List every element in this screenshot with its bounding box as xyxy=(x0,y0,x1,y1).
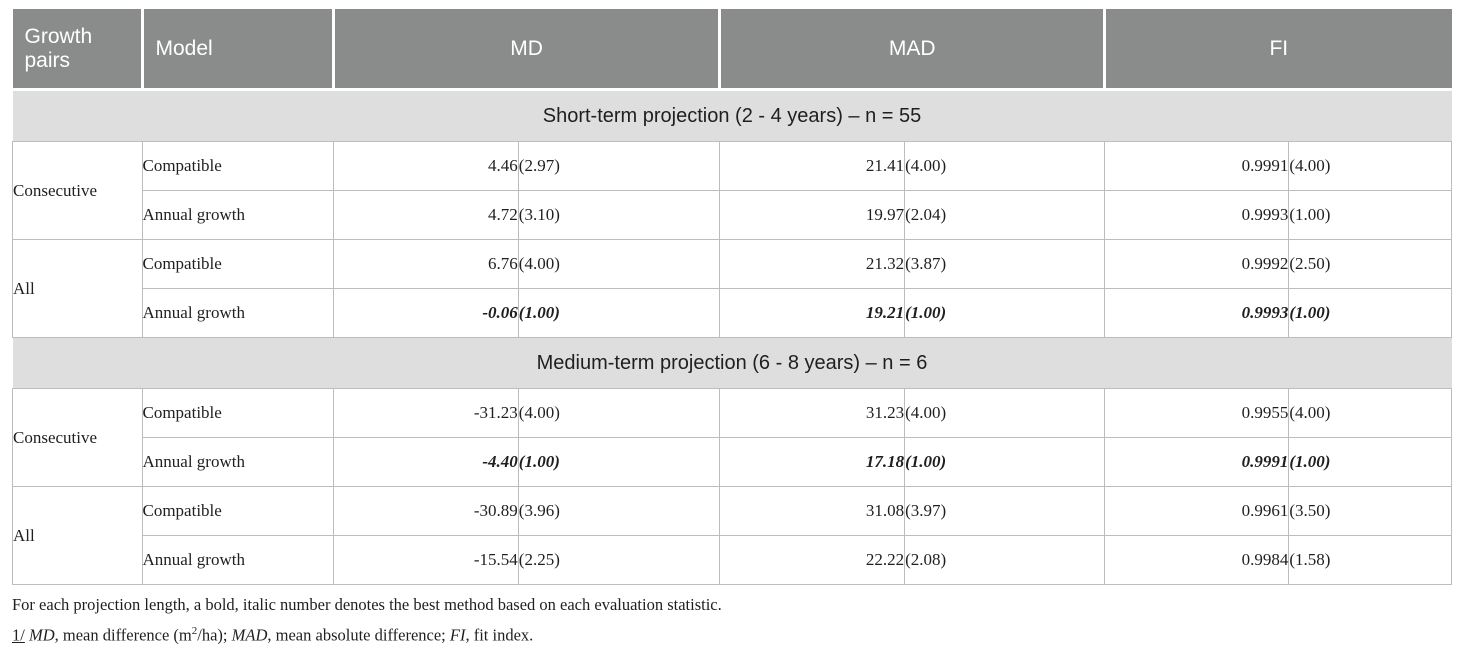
fi-rank: (2.50) xyxy=(1288,239,1452,289)
fi-value: 0.9991 xyxy=(1104,141,1290,191)
table-row: Consecutive Compatible -31.23 (4.00) 31.… xyxy=(12,388,1452,487)
md-rank-best: (1.00) xyxy=(517,288,721,338)
footnote-text: /ha); xyxy=(197,625,232,645)
md-value: 4.72 xyxy=(332,190,519,240)
model-cell: Annual growth xyxy=(141,288,334,338)
table-row: All Compatible 6.76 (4.00) 21.32 (3.87) … xyxy=(12,239,1452,338)
footnote-text: , mean difference (m xyxy=(54,625,192,645)
table-row: Annual growth -15.54 (2.25) 22.22 (2.08)… xyxy=(13,535,1452,585)
growth-pair-cell: Consecutive xyxy=(12,141,143,240)
fi-abbr: FI xyxy=(449,625,466,645)
footnote-2: 1/ MD, mean difference (m2/ha); MAD, mea… xyxy=(12,618,1452,649)
model-cell: Annual growth xyxy=(141,535,334,585)
fi-value: 0.9984 xyxy=(1104,535,1290,585)
mad-value: 31.23 xyxy=(719,388,906,438)
column-header-mad: MAD xyxy=(719,9,1107,91)
mad-abbr: MAD xyxy=(231,625,268,645)
footnote-text: , mean absolute difference; xyxy=(267,625,450,645)
md-rank: (4.00) xyxy=(517,388,721,438)
section-header-short-term: Short-term projection (2 - 4 years) – n … xyxy=(12,89,1452,142)
md-rank: (3.96) xyxy=(517,486,721,536)
mad-value: 21.32 xyxy=(719,239,906,289)
model-cell: Annual growth xyxy=(141,437,334,487)
column-header-growth-pairs: Growth pairs xyxy=(12,9,144,91)
model-cell: Compatible xyxy=(141,388,334,438)
md-value: -31.23 xyxy=(332,388,519,438)
section-header-medium-term: Medium-term projection (6 - 8 years) – n… xyxy=(12,337,1452,389)
md-abbr: MD xyxy=(28,625,55,645)
table-row: Consecutive Compatible 4.46 (2.97) 21.41… xyxy=(12,141,1452,240)
model-cell: Compatible xyxy=(141,141,334,191)
table-row-best: Annual growth -4.40 (1.00) 17.18 (1.00) … xyxy=(13,437,1452,487)
fi-value-best: 0.9993 xyxy=(1104,288,1290,338)
md-rank: (3.10) xyxy=(517,190,721,240)
footnote-text: , fit index. xyxy=(465,625,534,645)
mad-rank: (3.97) xyxy=(904,486,1106,536)
md-value: 4.46 xyxy=(332,141,519,191)
column-header-fi: FI xyxy=(1104,9,1452,91)
footnote-marker: 1/ xyxy=(12,625,25,645)
table-row: All Compatible -30.89 (3.96) 31.08 (3.97… xyxy=(12,486,1452,585)
growth-pair-cell: All xyxy=(12,239,143,338)
mad-rank-best: (1.00) xyxy=(904,437,1106,487)
section-title: Medium-term projection (6 - 8 years) – n… xyxy=(12,337,1452,389)
growth-pair-cell: Consecutive xyxy=(12,388,143,487)
mad-rank: (3.87) xyxy=(904,239,1106,289)
table-row-best: Annual growth -0.06 (1.00) 19.21 (1.00) … xyxy=(13,288,1452,338)
table-footnotes: For each projection length, a bold, ital… xyxy=(12,592,1452,649)
fi-rank-best: (1.00) xyxy=(1288,437,1452,487)
md-rank: (2.25) xyxy=(517,535,721,585)
mad-rank-best: (1.00) xyxy=(904,288,1106,338)
model-cell: Compatible xyxy=(141,239,334,289)
fi-rank: (3.50) xyxy=(1288,486,1452,536)
mad-value-best: 17.18 xyxy=(719,437,906,487)
md-value: -30.89 xyxy=(332,486,519,536)
results-table: Growth pairs Model MD MAD FI Short-term … xyxy=(12,9,1452,585)
footnote-1: For each projection length, a bold, ital… xyxy=(12,595,722,614)
fi-rank: (4.00) xyxy=(1288,141,1452,191)
mad-rank: (2.04) xyxy=(904,190,1106,240)
fi-value: 0.9993 xyxy=(1104,190,1290,240)
model-cell: Compatible xyxy=(141,486,334,536)
fi-rank: (1.00) xyxy=(1288,190,1452,240)
column-header-model: Model xyxy=(142,9,335,91)
table-page: Growth pairs Model MD MAD FI Short-term … xyxy=(12,9,1452,649)
mad-value: 21.41 xyxy=(719,141,906,191)
fi-value: 0.9961 xyxy=(1104,486,1290,536)
mad-value: 19.97 xyxy=(719,190,906,240)
md-value-best: -0.06 xyxy=(332,288,519,338)
fi-rank-best: (1.00) xyxy=(1288,288,1452,338)
md-rank-best: (1.00) xyxy=(517,437,721,487)
growth-pair-cell: All xyxy=(12,486,143,585)
fi-value: 0.9955 xyxy=(1104,388,1290,438)
md-value: -15.54 xyxy=(332,535,519,585)
mad-rank: (4.00) xyxy=(904,388,1106,438)
fi-value-best: 0.9991 xyxy=(1104,437,1290,487)
mad-value-best: 19.21 xyxy=(719,288,906,338)
fi-rank: (1.58) xyxy=(1288,535,1452,585)
fi-value: 0.9992 xyxy=(1104,239,1290,289)
fi-rank: (4.00) xyxy=(1288,388,1452,438)
md-value-best: -4.40 xyxy=(332,437,519,487)
table-row: Annual growth 4.72 (3.10) 19.97 (2.04) 0… xyxy=(13,190,1452,240)
superscript-2: 2 xyxy=(191,625,198,637)
md-rank: (4.00) xyxy=(517,239,721,289)
column-header-md: MD xyxy=(333,9,722,91)
model-cell: Annual growth xyxy=(141,190,334,240)
mad-rank: (2.08) xyxy=(904,535,1106,585)
mad-rank: (4.00) xyxy=(904,141,1106,191)
section-title: Short-term projection (2 - 4 years) – n … xyxy=(12,89,1452,142)
table-header-row: Growth pairs Model MD MAD FI xyxy=(12,9,1452,91)
md-value: 6.76 xyxy=(332,239,519,289)
mad-value: 22.22 xyxy=(719,535,906,585)
md-rank: (2.97) xyxy=(517,141,721,191)
mad-value: 31.08 xyxy=(719,486,906,536)
